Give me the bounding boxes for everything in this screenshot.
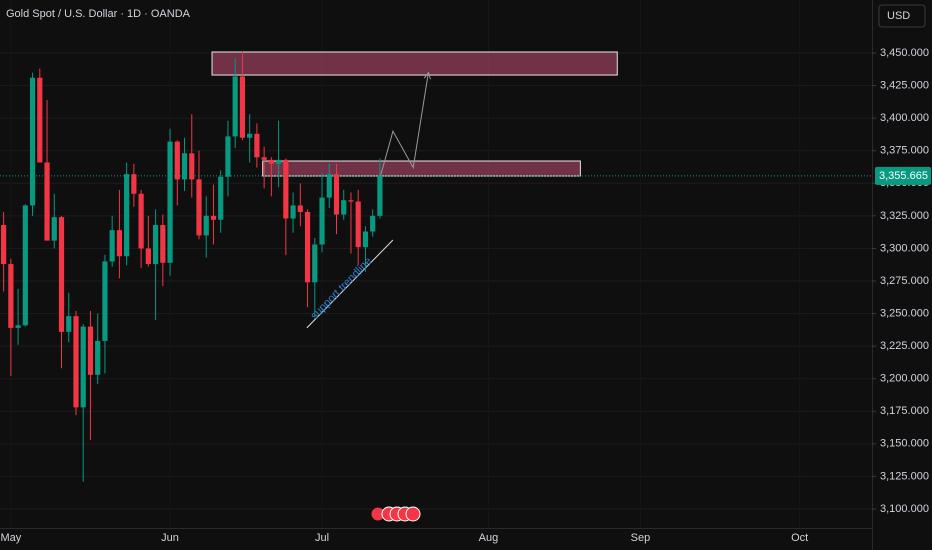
projection-arrowhead [423,71,432,80]
y-tick-label: 3,250.000 [880,307,929,319]
candle-body [297,205,303,212]
y-tick-label: 3,300.000 [880,242,929,254]
projection-path [379,72,429,179]
candle-body [276,159,282,164]
drawings: support trendline [211,51,618,329]
candle-body [131,174,137,194]
candle-body [247,133,253,138]
candle-body [66,316,72,332]
y-tick-label: 3,325.000 [880,210,929,222]
candle-body [362,231,369,248]
candle-body [167,141,173,263]
y-tick-label: 3,125.000 [880,470,929,482]
candle-body [283,159,289,219]
candle-body [239,76,246,138]
candle-body [8,264,14,328]
candle-body [51,217,57,241]
candle-body [218,176,224,220]
trendline [306,239,394,329]
event-icons [370,506,421,522]
candle-body [225,136,231,177]
candle-body [29,77,36,206]
candle-body [348,200,354,202]
currency-label[interactable]: USD [887,10,910,22]
candle-body [312,244,318,283]
candle-body [145,248,151,265]
x-tick-label: Aug [479,532,499,544]
y-tick-label: 3,100.000 [880,503,929,515]
candle-body [102,261,108,341]
candle-body [326,174,332,198]
candle-body [268,159,274,164]
candle-body [109,230,115,262]
candle-body [15,325,21,328]
y-tick-label: 3,175.000 [880,405,929,417]
y-tick-label: 3,375.000 [880,145,929,157]
candle-body [319,197,325,245]
last-price-tag [875,166,931,185]
candle-body [44,162,50,241]
y-tick-label: 3,225.000 [880,340,929,352]
candle-body [189,153,195,180]
candle-body [174,141,180,180]
candle-body [116,230,123,257]
candle-body [333,174,340,215]
supply-zone [211,51,618,76]
candle-body [160,224,166,263]
candle-body [254,133,260,158]
candle-body [341,200,347,215]
candle-body [1,224,7,265]
candle-body [370,215,376,232]
axes: 3,100.000 3,125.000 3,150.000 3,175.000 3,20… [0,47,931,544]
event-icon [405,506,421,522]
last-price-label: 3,355.665 [879,170,928,182]
candle-body [73,316,79,408]
x-tick-label: Oct [791,532,808,544]
y-tick-label: 3,425.000 [880,79,929,91]
candle-body [203,215,209,236]
candle-body [37,77,43,163]
candle-body [355,201,361,248]
x-tick-label: May [0,532,21,544]
supply-zone [262,160,581,177]
y-tick-label: 3,400.000 [880,112,929,124]
y-tick-label: 3,200.000 [880,373,929,385]
candle-body [181,153,188,180]
candle-body [95,340,101,375]
x-tick-label: Jul [315,532,329,544]
candle-body [138,193,144,249]
candle-body [80,326,86,408]
candle-body [377,175,383,216]
candle-body [124,174,130,257]
candle-body [210,215,217,220]
x-tick-label: Sep [631,532,651,544]
candle-body [22,205,28,326]
candle-body [196,179,202,236]
x-tick-label: Jun [161,532,179,544]
candle-body [58,217,65,332]
chart-title: Gold Spot / U.S. Dollar · 1D · OANDA [6,8,191,20]
candle-body [304,211,311,283]
y-tick-label: 3,275.000 [880,275,929,287]
candles [0,51,872,482]
y-tick-label: 3,150.000 [880,438,929,450]
y-tick-label: 3,450.000 [880,47,929,59]
candle-body [261,157,267,160]
candle-body [232,76,238,137]
candle-body [152,224,159,265]
candle-body [87,326,94,375]
currency-button[interactable] [878,4,926,28]
candle-body [290,205,296,219]
